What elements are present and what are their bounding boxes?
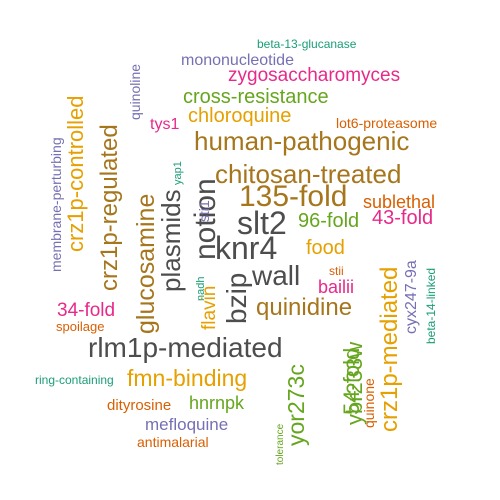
word-135-fold: 135-fold bbox=[239, 180, 348, 213]
word-54-fold: 54-fold bbox=[339, 347, 364, 415]
word-knr4: knr4 bbox=[215, 230, 278, 266]
word-sti1: sti1 bbox=[196, 200, 212, 222]
word-chitosan-treated: chitosan-treated bbox=[215, 159, 402, 189]
word-cyx247-9a: cyx247-9a bbox=[403, 260, 420, 334]
word-crz1p-mediated: crz1p-mediated bbox=[376, 266, 403, 432]
word-hnrnpk: hnrnpk bbox=[189, 393, 245, 413]
word-yor273c: yor273c bbox=[283, 364, 309, 446]
word-slt2: slt2 bbox=[237, 205, 287, 241]
word-rlm1p-mediated: rlm1p-mediated bbox=[88, 332, 283, 363]
word-beta-13-glucanase: beta-13-glucanase bbox=[257, 37, 357, 51]
word-crz1p-controlled: crz1p-controlled bbox=[63, 95, 88, 252]
word-quinone: quinone bbox=[361, 378, 377, 428]
word-tys1: tys1 bbox=[150, 116, 180, 133]
word-yap1: yap1 bbox=[172, 161, 184, 185]
word-fmn-binding: fmn-binding bbox=[127, 365, 248, 391]
word-mefloquine: mefloquine bbox=[145, 415, 229, 434]
word-bzip: bzip bbox=[221, 272, 252, 324]
word-sublethal: sublethal bbox=[363, 192, 436, 212]
word-quinoline: quinoline bbox=[127, 63, 143, 120]
word-34-fold: 34-fold bbox=[57, 300, 116, 321]
word-dityrosine: dityrosine bbox=[107, 397, 172, 414]
word-ring-containing: ring-containing bbox=[35, 373, 114, 387]
word-wall: wall bbox=[252, 260, 301, 291]
word-cross-resistance: cross-resistance bbox=[183, 86, 329, 108]
word-96-fold: 96-fold bbox=[298, 210, 360, 232]
word-mononucleotide: mononucleotide bbox=[181, 52, 294, 69]
word-antimalarial: antimalarial bbox=[137, 434, 209, 450]
word-zygosaccharomyces: zygosaccharomyces bbox=[228, 65, 401, 86]
word-human-pathogenic: human-pathogenic bbox=[194, 126, 410, 156]
word-chloroquine: chloroquine bbox=[188, 105, 292, 127]
word-flavin: flavin bbox=[199, 285, 220, 330]
word-food: food bbox=[306, 237, 345, 259]
word-spoilage: spoilage bbox=[56, 319, 105, 334]
word-43-fold: 43-fold bbox=[372, 207, 434, 229]
word-tolerance: tolerance bbox=[275, 423, 286, 465]
word-lot6-proteasome: lot6-proteasome bbox=[336, 115, 438, 131]
word-stii: stii bbox=[329, 264, 344, 278]
word-quinidine: quinidine bbox=[256, 294, 353, 321]
word-plasmids: plasmids bbox=[156, 189, 186, 292]
word-membrane-perturbing: membrane-perturbing bbox=[48, 137, 64, 272]
word-beta-14-linked: beta-14-linked bbox=[424, 267, 438, 344]
word-bailii: bailii bbox=[318, 277, 355, 297]
word-crz1p-regulated: crz1p-regulated bbox=[96, 124, 123, 291]
